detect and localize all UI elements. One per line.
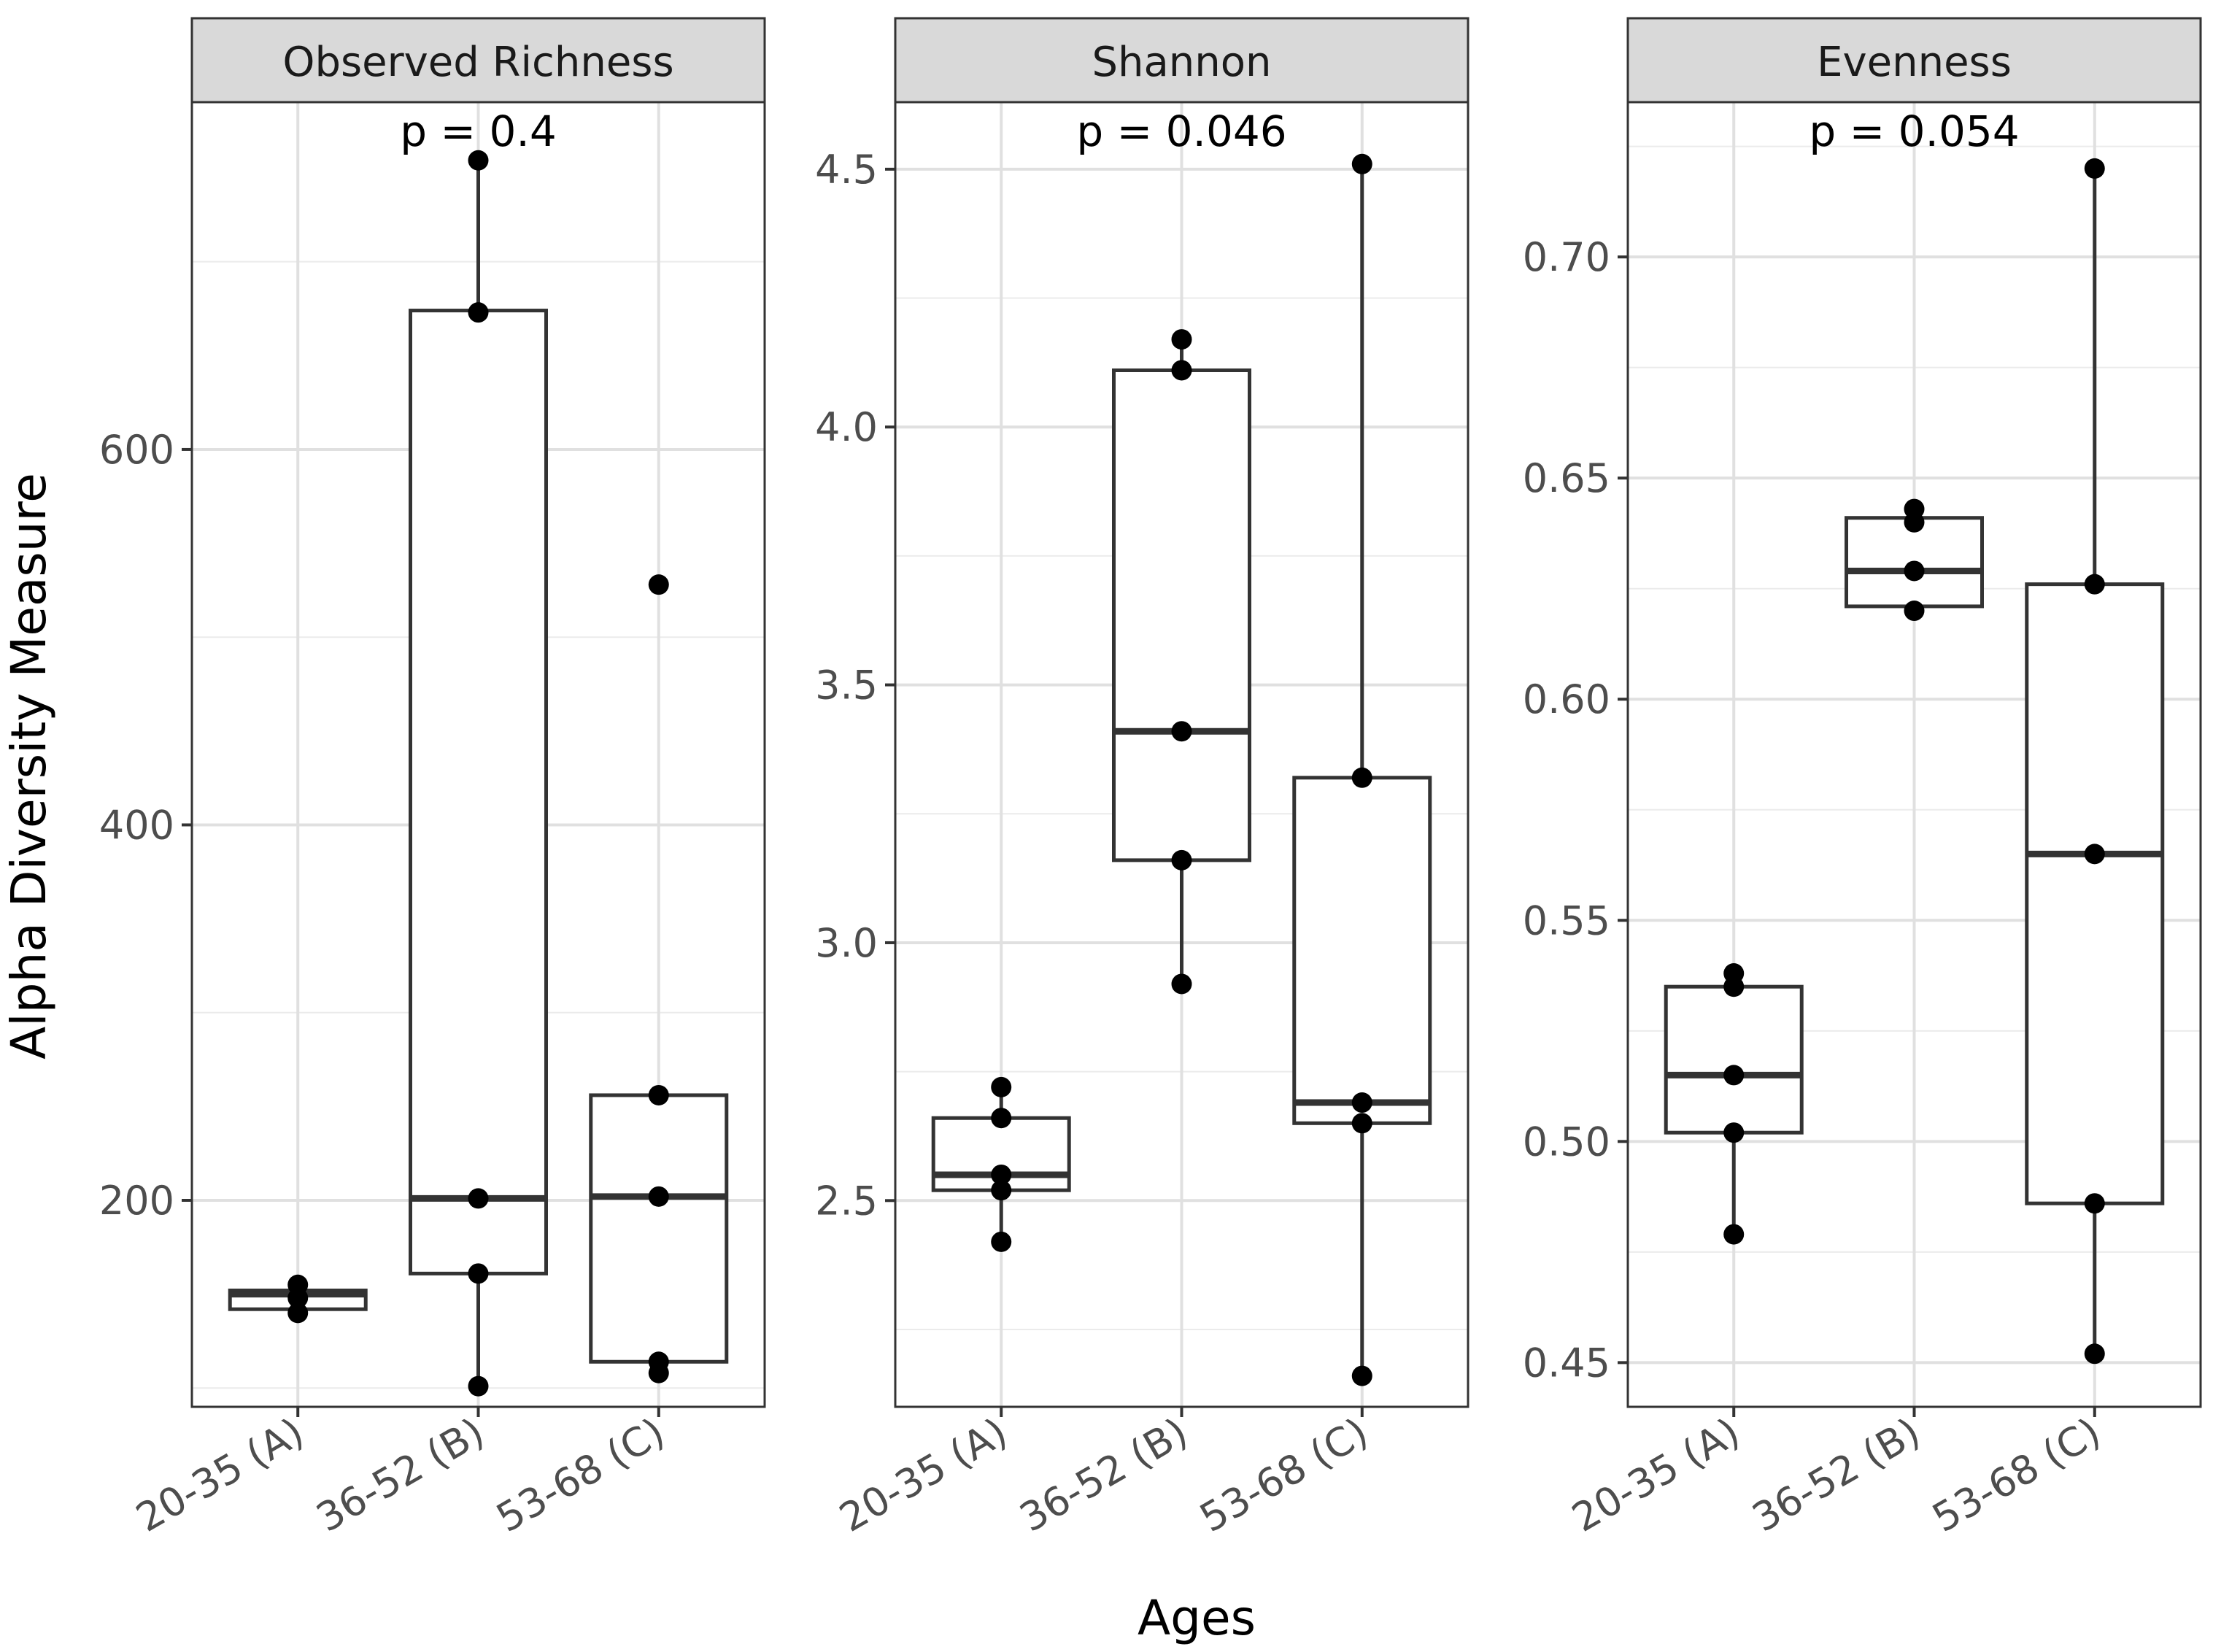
- data-point: [648, 1362, 669, 1383]
- y-tick-label: 0.60: [1523, 676, 1610, 722]
- data-point: [1351, 153, 1372, 174]
- data-point: [287, 1302, 309, 1324]
- data-point: [1723, 1065, 1745, 1086]
- strip-background: [894, 17, 1469, 104]
- data-point: [2084, 1343, 2105, 1365]
- y-tick-label: 0.50: [1523, 1119, 1610, 1165]
- data-point: [468, 150, 489, 171]
- x-tick-label: 53-68 (C): [1192, 1409, 1375, 1542]
- x-tick-label: 53-68 (C): [489, 1409, 672, 1542]
- data-point: [648, 1186, 669, 1207]
- y-tick-label: 0.70: [1523, 234, 1610, 280]
- strip-background: [190, 17, 766, 104]
- data-point: [1351, 1365, 1372, 1386]
- data-point: [2084, 844, 2105, 865]
- panel-title: Observed Richness: [282, 39, 673, 86]
- data-point: [287, 1287, 309, 1308]
- x-tick-label: 20-35 (A): [128, 1409, 312, 1541]
- panel-0: Observed Richness p = 0.4 200 400 600 20-35 (…: [99, 17, 766, 1542]
- y-tick-label: 0.65: [1523, 455, 1610, 501]
- x-tick-label: 36-52 (B): [1745, 1409, 1928, 1541]
- panel-title: Evenness: [1817, 39, 2012, 86]
- y-tick-label: 4.5: [815, 147, 878, 193]
- data-point: [1351, 1092, 1372, 1113]
- y-tick-label: 0.45: [1523, 1340, 1610, 1386]
- box: [2025, 582, 2165, 1205]
- data-point: [1171, 329, 1192, 350]
- panels: Observed Richness p = 0.4 200 400 600 20-35 (…: [99, 17, 2202, 1542]
- data-point: [1171, 973, 1192, 995]
- y-tick-label: 3.5: [815, 663, 878, 709]
- box: [1112, 368, 1251, 862]
- panel-1: Shannon p = 0.046 2.5 3.0 3.5 4.0 4.5 20-35 (A)…: [815, 17, 1469, 1542]
- y-tick-label: 4.0: [815, 404, 878, 450]
- data-point: [2084, 574, 2105, 595]
- data-point: [1171, 721, 1192, 742]
- data-point: [1351, 1113, 1372, 1134]
- box: [589, 1093, 729, 1364]
- x-tick-label: 36-52 (B): [1012, 1409, 1195, 1541]
- data-point: [468, 1188, 489, 1209]
- x-tick-label: 36-52 (B): [309, 1409, 492, 1541]
- data-point: [1723, 976, 1745, 997]
- panel-title: Shannon: [1092, 39, 1271, 86]
- data-point: [468, 1263, 489, 1284]
- data-point: [991, 1180, 1012, 1201]
- x-axis-title: Ages: [1138, 1590, 1256, 1646]
- y-tick-label: 3.0: [815, 920, 878, 966]
- p-value-label: p = 0.054: [1809, 107, 2019, 156]
- data-point: [1171, 849, 1192, 871]
- y-tick-label: 0.55: [1523, 898, 1610, 943]
- data-point: [1904, 560, 1925, 582]
- y-tick-label: 600: [99, 427, 174, 473]
- p-value-label: p = 0.4: [400, 107, 557, 156]
- data-point: [2084, 158, 2105, 179]
- data-point: [991, 1108, 1012, 1129]
- data-point: [991, 1231, 1012, 1252]
- y-tick-label: 400: [99, 802, 174, 848]
- data-point: [648, 1084, 669, 1105]
- box: [1292, 776, 1432, 1125]
- y-axis-title: Alpha Diversity Measure: [1, 473, 57, 1059]
- data-point: [1171, 360, 1192, 381]
- data-point: [991, 1164, 1012, 1185]
- data-point: [468, 302, 489, 323]
- y-tick-label: 200: [99, 1178, 174, 1224]
- data-point: [2084, 1193, 2105, 1214]
- data-point: [1351, 767, 1372, 788]
- data-point: [648, 574, 669, 595]
- data-point: [991, 1076, 1012, 1097]
- data-point: [1723, 1122, 1745, 1143]
- p-value-label: p = 0.046: [1076, 107, 1286, 156]
- strip-background: [1626, 17, 2202, 104]
- y-tick-label: 2.5: [815, 1178, 878, 1224]
- box: [1664, 984, 1804, 1135]
- x-tick-label: 53-68 (C): [1925, 1409, 2108, 1542]
- box: [409, 309, 548, 1275]
- data-point: [468, 1375, 489, 1397]
- x-tick-label: 20-35 (A): [1564, 1409, 1747, 1541]
- x-tick-label: 20-35 (A): [832, 1409, 1015, 1541]
- data-point: [1904, 512, 1925, 533]
- panel-2: Evenness p = 0.054 0.45 0.50 0.55 0.60 0.65 0.7…: [1523, 17, 2202, 1542]
- data-point: [1904, 601, 1925, 622]
- data-point: [1723, 1224, 1745, 1245]
